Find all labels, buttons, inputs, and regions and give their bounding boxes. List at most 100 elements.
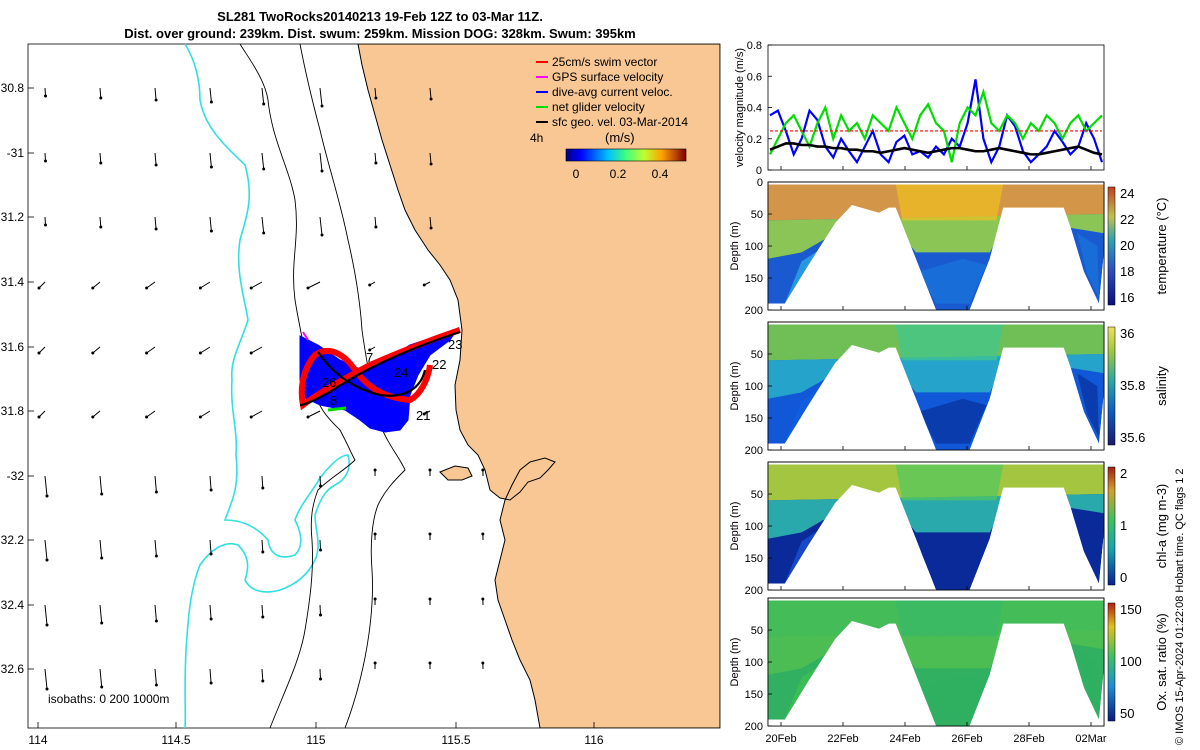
velocity-arrow <box>99 604 103 624</box>
colorbar-label: chl-a (mg m-3) <box>1154 484 1169 569</box>
velocity-arrow <box>99 216 102 228</box>
heatmap-band <box>1077 649 1099 714</box>
lon-tick-label: 115 <box>306 733 325 747</box>
heatmap-band <box>895 464 1004 501</box>
time-tick-label: 24Feb <box>889 733 920 745</box>
chart-subtitle: Dist. over ground: 239km. Dist. swum: 25… <box>124 26 636 41</box>
depth-tick-label: 200 <box>745 305 763 317</box>
velocity-arrow <box>99 668 103 688</box>
depth-tick-label: 200 <box>745 721 763 733</box>
heatmap-panel-3: 50 100 150 200 Depth (m) 0 1 2 chl-a (mg m-3) <box>729 461 1169 597</box>
speed-colorbar-ticks: 0 0.2 0.4 <box>573 167 669 181</box>
velocity-arrow-head <box>262 102 266 106</box>
heatmap-nodata <box>768 485 1104 590</box>
legend-label: dive-avg current veloc. <box>552 85 673 99</box>
depth-tick-label: 200 <box>745 445 763 457</box>
velocity-arrow-head <box>481 468 485 472</box>
colorbar-tick-label: 24 <box>1120 186 1134 201</box>
velocity-arrow-head <box>209 165 213 169</box>
velocity-arrow <box>154 475 157 493</box>
net-glider-velocity-mark <box>327 406 347 412</box>
colorbar-tick-label: 20 <box>1120 238 1134 253</box>
lat-tick-label: 31.4 <box>1 275 25 289</box>
velocity-arrow-head <box>45 687 49 691</box>
velocity-arrow-head <box>374 225 378 229</box>
colorbar-label: salinity <box>1154 366 1169 406</box>
velocity-arrow <box>250 281 263 289</box>
velocity-arrow-head <box>45 558 49 562</box>
velocity-arrow <box>146 410 156 418</box>
velocity-arrow <box>374 87 377 99</box>
velocity-arrow <box>261 475 264 489</box>
isobath-200m <box>239 44 356 728</box>
track-day-label: 26 <box>322 375 336 390</box>
depth-axis-label: Depth (m) <box>729 502 741 551</box>
velocity-arrow-head <box>209 488 213 492</box>
time-tick-label: 02Mar <box>1075 733 1107 745</box>
velocity-arrow-head <box>154 683 158 687</box>
velocity-arrow-head <box>320 233 324 237</box>
velocity-arrow-head <box>154 98 158 102</box>
velocity-arrow-head <box>37 286 41 290</box>
time-tick-label: 28Feb <box>1013 733 1044 745</box>
velocity-arrow <box>154 152 157 166</box>
velocity-ylabel: velocity magnitude (m/s) <box>734 48 746 167</box>
lat-tick-label: -32 <box>7 469 25 483</box>
velocity-arrow <box>250 346 263 354</box>
velocity-arrow <box>200 346 211 354</box>
track-day-label: 8 <box>330 393 337 408</box>
velocity-ytick-label: 0.6 <box>747 71 762 83</box>
isobath-0m <box>299 44 406 728</box>
velocity-arrow <box>209 604 212 620</box>
depth-tick-label: 100 <box>745 241 763 253</box>
velocity-arrow-head <box>100 685 104 689</box>
footer-credit: © IMOS 15-Apr-2024 01:22:08 Hobart time.… <box>1174 468 1186 745</box>
colorbar-tick-label: 2 <box>1120 466 1127 481</box>
velocity-arrow-head <box>422 283 426 287</box>
velocity-arrow-head <box>209 229 213 233</box>
depth-tick-label: 100 <box>745 381 763 393</box>
time-tick-label: 20Feb <box>765 733 796 745</box>
heatmap-band <box>919 258 987 304</box>
island-rottnest <box>439 465 473 481</box>
velocity-arrow <box>319 604 321 616</box>
velocity-arrow-head <box>99 225 103 229</box>
heatmap-band <box>1077 513 1099 578</box>
velocity-arrow <box>319 87 323 107</box>
depth-tick-label: 150 <box>745 689 763 701</box>
lon-tick-label: 115.5 <box>441 733 470 747</box>
velocity-arrow-head <box>422 412 426 416</box>
track-day-label: 22 <box>432 357 446 372</box>
velocity-arrow-head <box>37 351 41 355</box>
velocity-arrow-head <box>154 163 158 167</box>
velocity-arrow <box>200 281 211 289</box>
velocity-arrow-head <box>44 159 47 163</box>
track-day-label: 7 <box>366 350 373 365</box>
lat-tick-label: 30.8 <box>1 81 25 95</box>
velocity-arrow-head <box>91 415 95 419</box>
legend-label: 25cm/s swim vector <box>552 55 657 69</box>
colorbar-tick-label: 100 <box>1120 654 1142 669</box>
time-tick-label: 22Feb <box>827 733 858 745</box>
legend-label: sfc geo. vel. 03-Mar-2014 <box>552 115 688 129</box>
velocity-arrow <box>209 152 212 168</box>
velocity-arrow-head <box>45 623 49 627</box>
velocity-arrow-head <box>481 532 485 536</box>
velocity-ytick-label: 0.4 <box>747 103 762 115</box>
velocity-arrow <box>154 539 157 557</box>
velocity-arrow-head <box>373 468 377 472</box>
heatmap-band <box>1077 233 1099 298</box>
velocity-arrow <box>99 539 103 559</box>
velocity-arrow-head <box>209 617 213 621</box>
velocity-arrow-head <box>154 227 158 231</box>
velocity-arrow-head <box>319 677 322 681</box>
velocity-arrow-head <box>481 597 485 601</box>
lon-tick-label: 114.5 <box>161 733 190 747</box>
velocity-arrow <box>92 410 101 418</box>
colorbar-tick-label: 35.8 <box>1120 378 1145 393</box>
lat-tick-label: -31 <box>7 146 25 160</box>
lat-tick-label: 31.8 <box>1 404 25 418</box>
lat-tick-label: 31.6 <box>1 340 25 354</box>
velocity-arrow-head <box>45 494 49 498</box>
colorbar-tick-label: 0.4 <box>652 167 669 181</box>
